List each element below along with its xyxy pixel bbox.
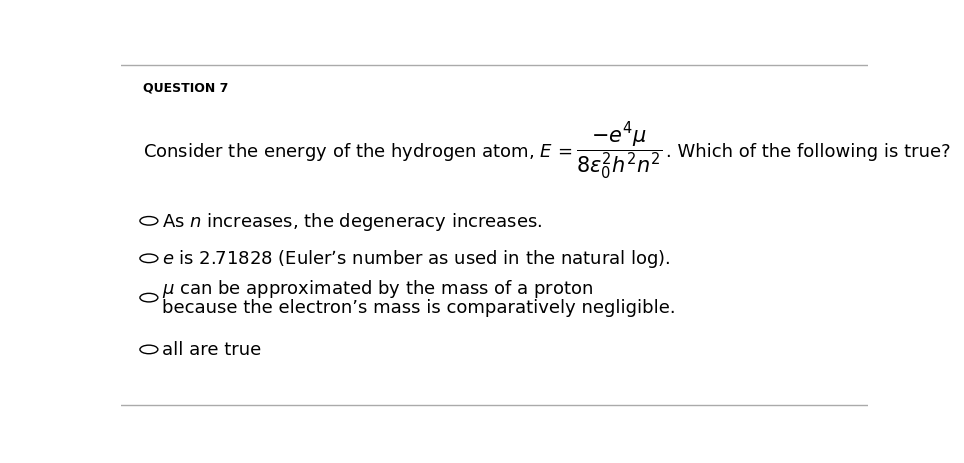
Text: $\dfrac{-e^4\mu}{8\varepsilon_0^2 h^2 n^2}$: $\dfrac{-e^4\mu}{8\varepsilon_0^2 h^2 n^…: [576, 120, 662, 181]
Text: Consider the energy of the hydrogen atom, $E$ =: Consider the energy of the hydrogen atom…: [143, 141, 572, 163]
Text: $e$ is 2.71828 (Euler’s number as used in the natural log).: $e$ is 2.71828 (Euler’s number as used i…: [162, 248, 670, 270]
Text: . Which of the following is true?: . Which of the following is true?: [666, 143, 951, 161]
Text: QUESTION 7: QUESTION 7: [143, 81, 228, 94]
Text: because the electron’s mass is comparatively negligible.: because the electron’s mass is comparati…: [162, 299, 675, 317]
Text: all are true: all are true: [162, 341, 261, 359]
Text: As $n$ increases, the degeneracy increases.: As $n$ increases, the degeneracy increas…: [162, 210, 542, 232]
Text: $\mu$ can be approximated by the mass of a proton: $\mu$ can be approximated by the mass of…: [162, 277, 593, 299]
